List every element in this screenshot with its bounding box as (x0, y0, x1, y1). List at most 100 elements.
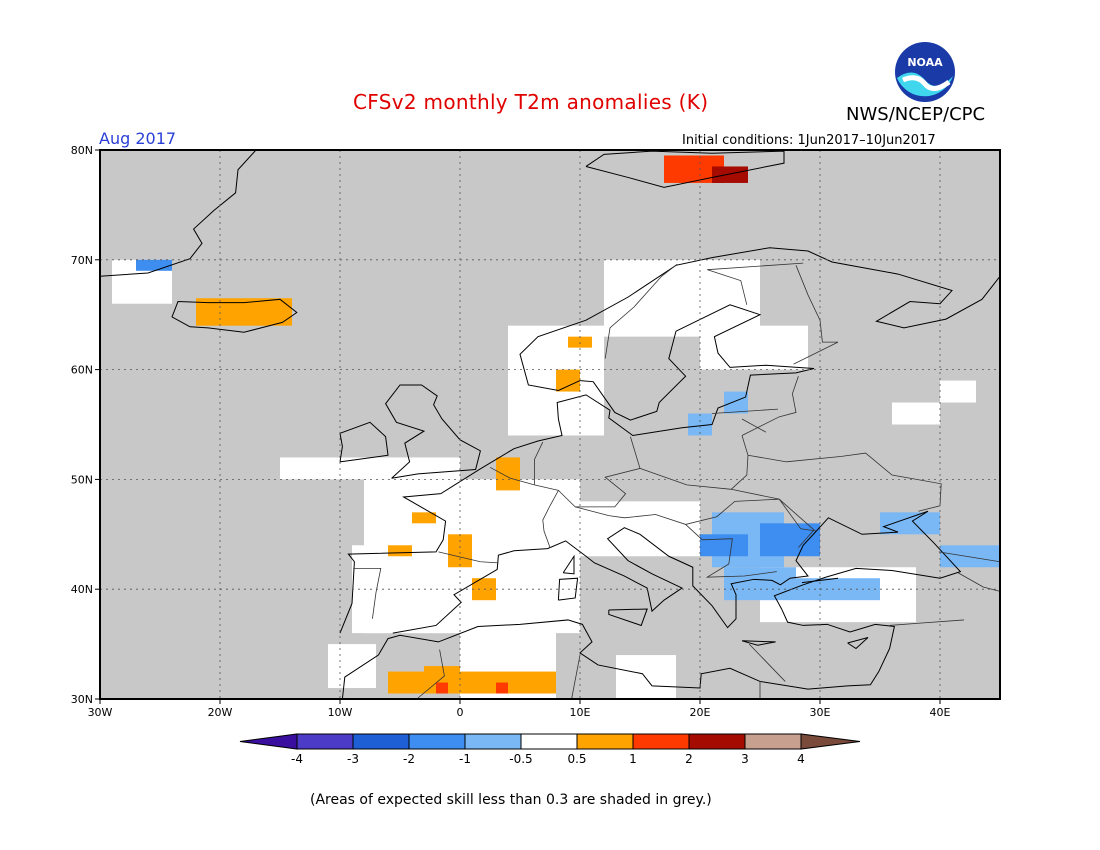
border-segment (889, 619, 965, 626)
anomaly-region-pos05 (496, 457, 520, 491)
border-segment (353, 567, 382, 619)
coastline-segment (557, 577, 579, 601)
anomaly-region-neg1 (940, 545, 1000, 568)
coastline-segment (608, 608, 648, 627)
border-segment (957, 572, 1001, 592)
coastline-segment (339, 421, 389, 463)
colorbar-bin (464, 733, 522, 750)
skill-footnote: (Areas of expected skill less than 0.3 a… (310, 792, 712, 808)
colorbar-label: 3 (741, 752, 749, 766)
lat-tick-label: 30N (71, 693, 93, 706)
agency-label: NWS/NCEP/CPC (846, 104, 986, 125)
lon-tick-label: 30W (88, 706, 113, 719)
country-borders (353, 262, 1001, 700)
anomaly-region-pos05 (424, 666, 460, 689)
lon-tick-label: 30E (810, 706, 831, 719)
border-segment (416, 649, 445, 700)
lon-tick-label: 10E (570, 706, 591, 719)
coastline-segment (847, 637, 869, 650)
anomaly-region-pos1 (436, 682, 448, 694)
low-anomaly-region (892, 402, 940, 425)
border-segment (748, 643, 786, 682)
lat-tick-label: 70N (71, 254, 93, 267)
low-anomaly-region (604, 259, 760, 337)
coastline-segment (585, 150, 785, 188)
border-segment (741, 376, 799, 436)
low-anomaly-region (940, 380, 976, 403)
anomaly-region-neg2 (136, 259, 172, 271)
coastline-segment (99, 149, 257, 277)
border-segment (747, 452, 942, 512)
low-anomaly-region (328, 644, 376, 689)
anomaly-region-neg1 (880, 512, 940, 535)
anomaly-region-neg1 (724, 391, 748, 414)
colorbar-label: -2 (403, 752, 415, 766)
lon-tick-label: 10W (328, 706, 353, 719)
colorbar-bin (744, 733, 802, 750)
low-anomaly-region (616, 655, 676, 699)
gridlines (100, 150, 1000, 699)
colorbar-bin (352, 733, 410, 750)
latitude-labels: 30N 40N 50N 60N 70N 80N (71, 144, 93, 706)
low-anomaly-region (580, 501, 700, 557)
colorbar-label: -0.5 (509, 752, 532, 766)
lat-tick-label: 40N (71, 583, 93, 596)
colorbar-bin (576, 733, 634, 750)
anomaly-region-pos05 (412, 512, 436, 524)
lat-tick-label: 60N (71, 364, 93, 377)
lon-tick-label: 40E (930, 706, 951, 719)
border-segment (711, 408, 779, 414)
border-segment (938, 551, 1001, 563)
longitude-labels: 30W 20W 10W 0 10E 20E 30E 40E (88, 706, 951, 719)
coastline-segment (741, 640, 776, 646)
lon-tick-label: 0 (457, 706, 464, 719)
colorbar-right-tip (800, 733, 861, 750)
anomaly-region-pos05 (556, 369, 580, 392)
lat-tick-label: 50N (71, 473, 93, 486)
low-anomaly-region (700, 325, 808, 370)
colorbar-label: 4 (797, 752, 805, 766)
colorbar-left-tip (239, 733, 298, 750)
border-segment (438, 551, 499, 564)
border-segment (778, 498, 817, 532)
logo-text: NOAA (907, 56, 943, 69)
coastline-segment (171, 298, 298, 333)
border-segment (793, 265, 839, 365)
colorbar-label: 1 (629, 752, 637, 766)
coastlines (99, 149, 1001, 700)
noaa-logo-icon: NOAA (895, 42, 955, 102)
anomaly-region-pos1 (496, 682, 508, 694)
border-segment (575, 498, 780, 525)
coastline-segment (562, 554, 575, 575)
colorbar-bin (296, 733, 354, 750)
lat-tick-label: 80N (71, 144, 93, 157)
colorbar-bin (632, 733, 690, 750)
colorbar-label: -4 (291, 752, 303, 766)
border-segment (639, 435, 749, 490)
anomaly-region-pos05 (388, 545, 412, 557)
initial-conditions: Initial conditions: 1Jun2017–10Jun2017 (682, 133, 936, 148)
colorbar-bin (520, 733, 578, 750)
colorbar-bin (688, 733, 746, 750)
chart-title: CFSv2 monthly T2m anomalies (K) (353, 90, 709, 114)
anomaly-region-pos2 (712, 166, 748, 183)
coastline-segment (341, 510, 962, 700)
anomaly-region-pos05 (448, 534, 472, 568)
border-segment (604, 263, 678, 359)
border-segment (707, 262, 804, 305)
border-segment (741, 418, 767, 433)
border-segment (731, 488, 815, 548)
anomaly-region-neg2 (760, 523, 820, 557)
border-segment (685, 524, 777, 578)
border-segment (534, 441, 544, 485)
colorbar-label: 2 (685, 752, 693, 766)
colorbar-label: 0.5 (567, 752, 586, 766)
border-segment (571, 655, 581, 700)
colorbar-bin (408, 733, 466, 750)
anomaly-region-neg1 (688, 413, 712, 436)
coastline-segment (801, 577, 839, 584)
colorbar-label: -3 (347, 752, 359, 766)
lon-tick-label: 20W (208, 706, 233, 719)
